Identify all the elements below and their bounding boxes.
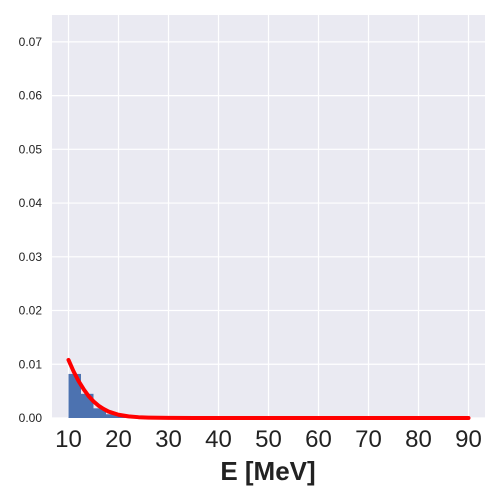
y-tick-label: 0.05 [19, 142, 43, 156]
y-tick-label: 0.06 [19, 89, 43, 103]
x-tick-label: 90 [455, 426, 482, 453]
histogram-bar [68, 373, 81, 418]
y-tick-label: 0.01 [19, 357, 43, 371]
x-tick-label: 60 [305, 426, 332, 453]
y-tick-label: 0.00 [19, 411, 43, 425]
x-tick-label: 20 [105, 426, 132, 453]
grid [52, 15, 485, 419]
y-tick-label: 0.07 [19, 35, 43, 49]
y-tick-labels: 0.00 0.01 0.02 0.03 0.04 0.05 0.06 0.07 [19, 35, 43, 425]
x-tick-label: 10 [55, 426, 82, 453]
x-tick-label: 40 [205, 426, 232, 453]
x-axis-label: E [MeV] [220, 456, 315, 486]
fit-curve [66, 357, 471, 420]
y-tick-label: 0.03 [19, 250, 43, 264]
y-tick-label: 0.04 [19, 196, 43, 210]
histogram-bar [106, 414, 119, 418]
histogram-bar [93, 408, 106, 418]
x-tick-label: 80 [405, 426, 432, 453]
x-tick-labels: 10 20 30 40 50 60 70 80 90 [55, 426, 482, 453]
y-tick-label: 0.02 [19, 304, 43, 318]
x-tick-label: 70 [355, 426, 382, 453]
x-tick-label: 50 [255, 426, 282, 453]
x-tick-label: 30 [155, 426, 182, 453]
